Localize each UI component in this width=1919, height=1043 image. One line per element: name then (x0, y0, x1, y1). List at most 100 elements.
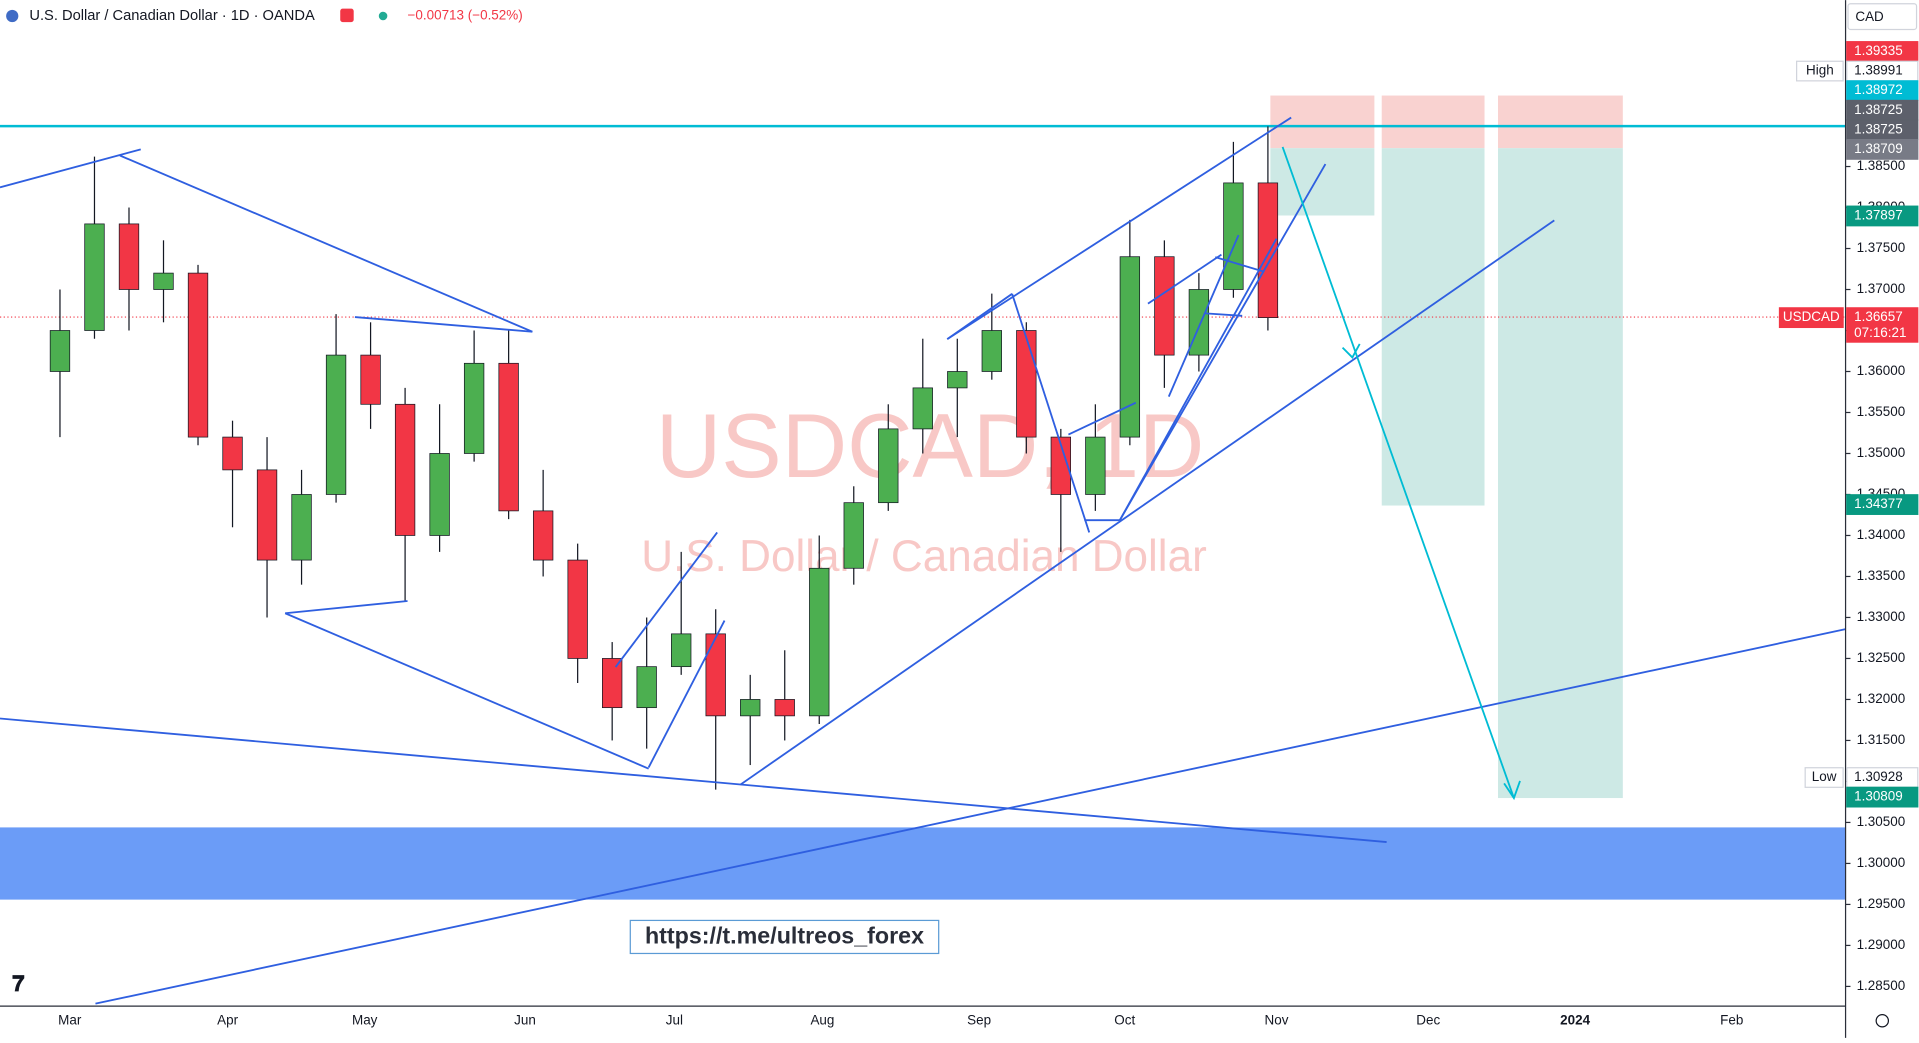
projection-arrow (1281, 146, 1521, 801)
price-tag (1846, 307, 1919, 343)
y-tick-label: 1.28500 (1857, 978, 1906, 993)
price-tag-value: 1.38725 (1854, 102, 1903, 117)
y-tick-label: 1.31500 (1857, 732, 1906, 747)
candle-body (1257, 182, 1279, 318)
x-tick-label: Feb (1720, 1012, 1743, 1027)
price-tag-value: 1.37897 (1854, 208, 1903, 223)
price-tag-value: 1.30809 (1854, 789, 1903, 804)
position-stop (1270, 95, 1375, 149)
candle-body (84, 223, 105, 331)
currency: CAD (1855, 9, 1884, 24)
candle-body (671, 633, 692, 668)
y-tick-label: 1.36000 (1857, 363, 1906, 378)
price-tag-value: 1.30928 (1854, 769, 1903, 784)
candle-body (325, 354, 347, 495)
candle-body (567, 559, 588, 659)
candle-body (1119, 256, 1141, 438)
y-tick-label: 1.35000 (1857, 445, 1906, 460)
price-tag-name-box (1796, 60, 1844, 82)
candle-body (809, 567, 830, 717)
price-tag-value: 1.38725 (1854, 121, 1903, 136)
x-tick-label: Nov (1265, 1012, 1289, 1027)
price-tag-countdown: 07:16:21 (1854, 325, 1906, 340)
currency-button[interactable] (1847, 3, 1918, 31)
price-tag-name-box (1804, 767, 1844, 788)
candle-body (256, 469, 278, 561)
candle-body (912, 387, 933, 430)
candle-body (981, 330, 1002, 372)
trendlines (0, 116, 1846, 1005)
x-tick-label: Mar (58, 1012, 82, 1027)
y-tick-label: 1.37500 (1857, 240, 1906, 255)
price-tag (1846, 494, 1919, 515)
candle-body (1154, 256, 1175, 356)
x-tick-label: Oct (1114, 1012, 1135, 1027)
candle-body (947, 371, 968, 389)
candle-body (878, 428, 899, 504)
candle-body (602, 658, 623, 709)
price-tag-name-box (1778, 307, 1844, 329)
x-tick-label: Aug (810, 1012, 834, 1027)
candle-body (843, 502, 864, 569)
y-tick-label: 1.34000 (1857, 527, 1906, 542)
candle-body (118, 223, 140, 290)
settings-button[interactable] (1875, 1014, 1890, 1028)
y-tick-label: 1.30000 (1857, 855, 1906, 870)
logo: 𝟕 (12, 971, 25, 996)
x-tick-label: Jul (666, 1012, 683, 1027)
candle-body (532, 510, 554, 561)
y-tick-label: 1.37000 (1857, 281, 1906, 296)
symbol-title: U.S. Dollar / Canadian Dollar · 1D · OAN… (29, 8, 315, 24)
price-tag-name: High (1806, 63, 1834, 78)
x-tick-label: Apr (217, 1012, 238, 1027)
candle-body (463, 362, 485, 454)
x-tick-label: Jun (514, 1012, 536, 1027)
candle-body (153, 272, 174, 290)
change: −0.00713 (−0.52%) (408, 8, 523, 23)
x-tick-label: 2024 (1560, 1012, 1590, 1027)
candle-body (740, 699, 761, 717)
x-tick-label: Dec (1416, 1012, 1440, 1027)
candle-body (498, 362, 519, 512)
flag-button[interactable] (340, 8, 354, 23)
candle-body (222, 436, 243, 471)
price-tag-name: USDCAD (1783, 309, 1840, 324)
position-stop (1497, 95, 1623, 149)
y-tick-label: 1.33500 (1857, 568, 1906, 583)
price-tag-name: Low (1812, 769, 1837, 784)
y-tick-label: 1.30500 (1857, 814, 1906, 829)
candle-body (1223, 182, 1244, 290)
candle-body (774, 699, 795, 717)
candle-body (187, 272, 209, 438)
price-tag-value: 1.34377 (1854, 496, 1903, 511)
candle-body (1016, 330, 1037, 438)
candle-body (1188, 289, 1210, 356)
position-target (1381, 148, 1485, 506)
candles (49, 126, 1279, 790)
candle-body (394, 403, 416, 536)
candle-body (1050, 436, 1071, 495)
y-tick-label: 1.35500 (1857, 404, 1906, 419)
y-tick-label: 1.33000 (1857, 609, 1906, 624)
link[interactable]: https://t.me/ultreos_forex (645, 923, 924, 949)
price-tag (1846, 205, 1919, 227)
position-stop (1381, 95, 1485, 149)
candle-body (291, 494, 312, 561)
candle-body (705, 633, 726, 717)
candle-body (429, 453, 450, 536)
candle-body (1085, 436, 1106, 495)
price-tag-value: 1.36657 (1854, 309, 1903, 324)
price-axis (1845, 0, 1919, 1038)
price-tag-value: 1.39335 (1854, 43, 1903, 58)
price-tag (1846, 138, 1919, 160)
status-dot (378, 11, 388, 21)
x-tick-label: Sep (967, 1012, 991, 1027)
flag-icon (6, 9, 19, 23)
price-tag (1846, 786, 1919, 808)
candle-body (49, 330, 71, 372)
y-tick-label: 1.29500 (1857, 896, 1906, 911)
price-tag-value: 1.38709 (1854, 141, 1903, 156)
y-tick-label: 1.32000 (1857, 691, 1906, 706)
price-tag-value: 1.38991 (1854, 63, 1903, 78)
